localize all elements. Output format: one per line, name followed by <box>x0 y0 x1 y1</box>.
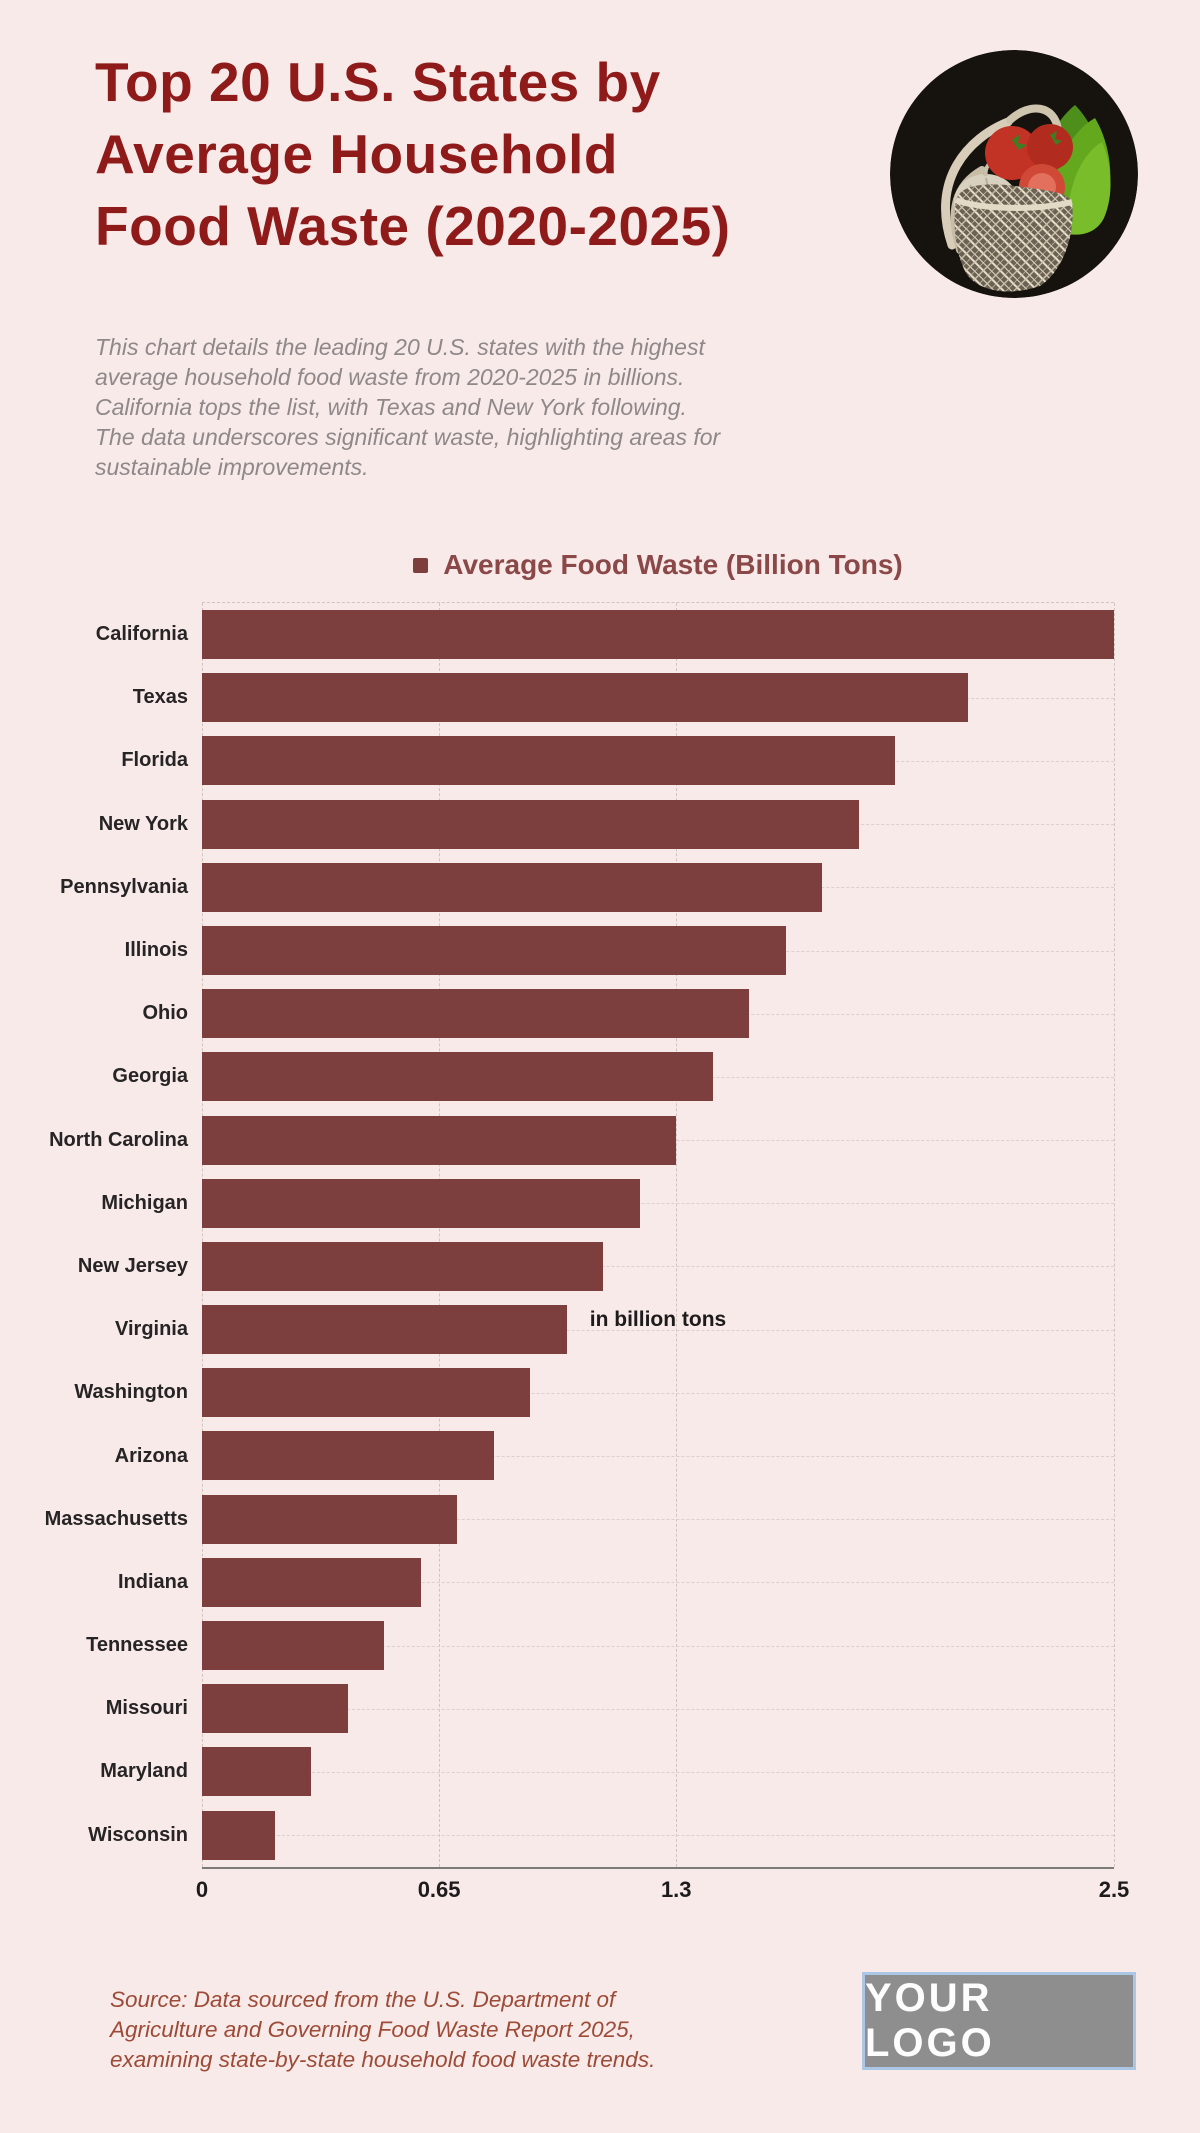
bar-pennsylvania <box>202 862 823 912</box>
bar-new-york <box>202 799 859 849</box>
bar-chart: California Texas Florida New York Pennsylvan… <box>0 602 1200 1902</box>
grocery-bag-illustration <box>890 50 1138 298</box>
chart-row: Massachusetts <box>0 1488 1114 1551</box>
category-label: Massachusetts <box>44 1507 188 1530</box>
row-gridline <box>202 1329 1114 1331</box>
bar-new-jersey <box>202 1241 604 1291</box>
category-label: Texas <box>132 686 188 709</box>
category-label: New Jersey <box>77 1254 188 1277</box>
x-tick-label: 1.3 <box>660 1877 692 1902</box>
legend-label: Average Food Waste (Billion Tons) <box>443 549 903 580</box>
bar-ohio <box>202 989 750 1039</box>
chart-row: Washington <box>0 1361 1114 1424</box>
row-gridline <box>202 1519 1114 1521</box>
chart-row: New York <box>0 793 1114 856</box>
chart-row: Michigan <box>0 1172 1114 1235</box>
plot-area: California Texas Florida New York Pennsylvan… <box>45 602 1115 1869</box>
category-label: Wisconsin <box>88 1823 188 1846</box>
grocery-bag-photo <box>890 50 1138 298</box>
chart-row: Tennessee <box>0 1614 1114 1677</box>
bar-maryland <box>202 1747 312 1797</box>
category-label: Indiana <box>117 1570 188 1593</box>
row-gridline <box>202 1708 1114 1710</box>
chart-row: New Jersey <box>0 1235 1114 1298</box>
category-label: Arizona <box>114 1444 188 1467</box>
chart-row: Maryland <box>0 1740 1114 1803</box>
bar-california <box>202 610 1114 659</box>
chart-legend: Average Food Waste (Billion Tons) <box>202 549 1114 581</box>
bar-florida <box>202 736 896 786</box>
chart-row: Missouri <box>0 1677 1114 1740</box>
chart-row: Arizona <box>0 1424 1114 1487</box>
category-label: Washington <box>74 1381 188 1404</box>
x-axis-title: in billion tons <box>589 1308 727 1331</box>
bar-texas <box>202 673 969 723</box>
row-gridline <box>202 1645 1114 1647</box>
row-gridline <box>202 1266 1114 1268</box>
category-label: Michigan <box>101 1191 188 1214</box>
page-title: Top 20 U.S. States by Average Household … <box>95 51 731 257</box>
chart-row: Texas <box>0 666 1114 729</box>
x-tick-label: 0 <box>195 1877 209 1902</box>
x-axis-ticks: 0 0.65 1.3 2.5 <box>196 1869 1129 1902</box>
bar-michigan <box>202 1178 640 1228</box>
category-label: Maryland <box>100 1760 188 1783</box>
chart-row: Wisconsin <box>0 1804 1114 1867</box>
chart-row: California <box>0 603 1114 666</box>
chart-row: Georgia <box>0 1045 1114 1108</box>
category-label: Ohio <box>142 1002 188 1025</box>
chart-row: Virginia <box>0 1298 1114 1361</box>
row-gridline <box>202 1582 1114 1584</box>
category-label: Georgia <box>112 1065 188 1088</box>
row-gridline <box>202 1456 1114 1458</box>
row-gridline <box>202 1203 1114 1205</box>
bar-missouri <box>202 1684 348 1734</box>
category-label: Illinois <box>124 939 188 962</box>
x-tick-label: 2.5 <box>1098 1877 1130 1902</box>
category-label: Missouri <box>105 1697 188 1720</box>
bar-virginia <box>202 1305 567 1355</box>
category-label: Virginia <box>115 1318 188 1341</box>
chart-row: Illinois <box>0 919 1114 982</box>
legend-square-icon <box>413 557 429 573</box>
chart-row: Ohio <box>0 982 1114 1045</box>
bar-wisconsin <box>202 1810 275 1860</box>
logo-text: YOUR LOGO <box>865 1976 995 2065</box>
category-label: Florida <box>121 749 188 772</box>
category-label: North Carolina <box>49 1128 188 1151</box>
bar-washington <box>202 1368 531 1418</box>
chart-row: Pennsylvania <box>0 856 1114 919</box>
category-label: Pennsylvania <box>60 875 188 898</box>
chart-row: Florida <box>0 729 1114 792</box>
category-label: New York <box>98 812 188 835</box>
bar-indiana <box>202 1557 421 1607</box>
category-label: Tennessee <box>86 1634 188 1657</box>
chart-row: Indiana <box>0 1551 1114 1614</box>
chart-rows: California Texas Florida New York Pennsylvan… <box>0 603 1114 1867</box>
row-gridline <box>202 1835 1114 1837</box>
source-note: Source: Data sourced from the U.S. Depar… <box>110 1987 656 2072</box>
logo-placeholder: YOUR LOGO <box>862 1972 1136 2070</box>
chart-description: This chart details the leading 20 U.S. s… <box>95 334 721 480</box>
row-gridline <box>202 1392 1114 1394</box>
gridline-2.5 <box>1114 603 1115 1867</box>
bar-illinois <box>202 925 786 975</box>
bar-massachusetts <box>202 1494 458 1544</box>
chart-row: North Carolina <box>0 1109 1114 1172</box>
category-label: California <box>95 623 188 646</box>
bar-north-carolina <box>202 1115 677 1165</box>
x-tick-label: 0.65 <box>417 1877 461 1902</box>
bar-arizona <box>202 1431 494 1481</box>
bar-georgia <box>202 1052 713 1102</box>
bar-tennessee <box>202 1621 385 1670</box>
row-gridline <box>202 1771 1114 1773</box>
